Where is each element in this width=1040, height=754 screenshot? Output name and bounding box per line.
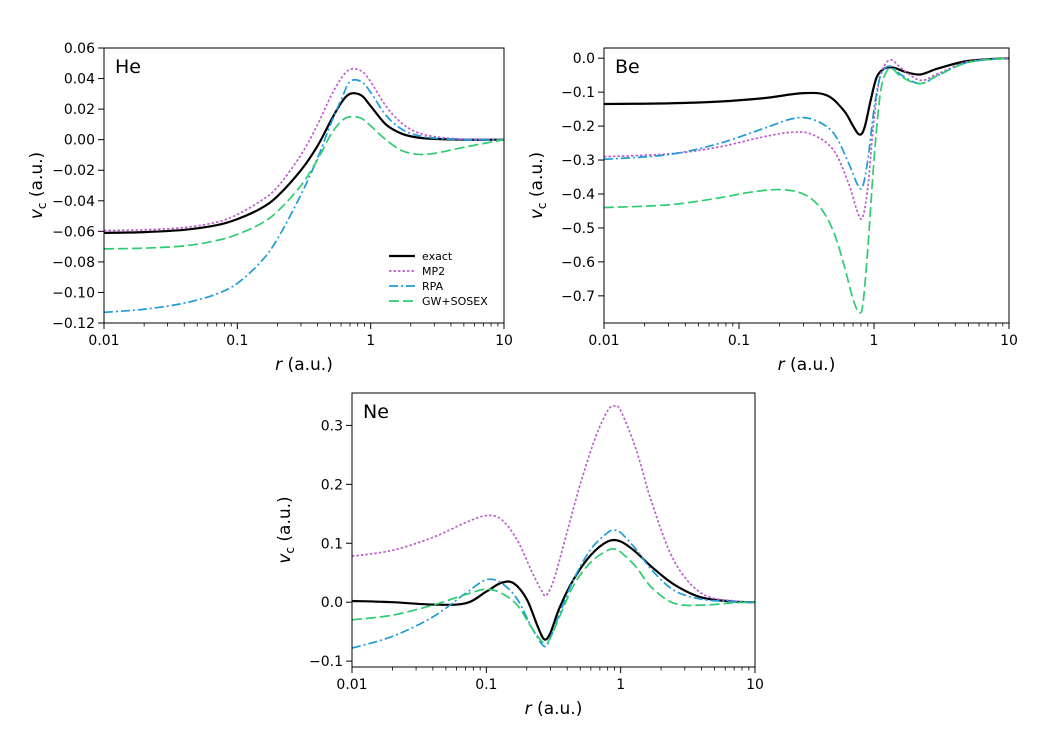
x-tick-label: 0.01 [336,677,367,693]
legend-entry-label: GW+SOSEX [422,295,488,308]
y-tick-label: 0.0 [321,595,343,611]
x-tick-label: 0.01 [88,333,119,349]
series-line-rpa [604,57,1009,190]
y-tick-label: −0.3 [561,153,595,169]
y-tick-label: −0.4 [561,187,595,203]
y-tick-label: −0.04 [52,194,95,210]
y-tick-label: 0.00 [64,133,95,149]
plot-frame [103,47,505,324]
y-tick-label: −0.10 [52,285,95,301]
panel-be: 0.01 0.1 1 10 0.0 −0.1 −0.2 −0.3 −0.4 −0.5 −0.6 −0.… [527,47,1018,375]
y-tick-label: 0.06 [64,41,95,57]
y-tick-label: −0.1 [309,654,343,670]
x-tick-label: 0.1 [728,333,750,349]
plot-frame [603,47,1010,324]
x-axis-label: r (a.u.) [525,699,583,719]
legend-entry-label: MP2 [422,265,445,278]
y-tick-label: 0.0 [573,51,595,67]
x-tick-label: 1 [870,333,879,349]
series-line-gw-sosex [604,57,1009,314]
y-tick-label: 0.04 [64,72,95,88]
x-tick-label: 1 [616,677,625,693]
y-tick-label: −0.7 [561,289,595,305]
y-tick-label: −0.2 [561,119,595,135]
y-tick-label: 0.3 [321,418,343,434]
series-line-rpa [104,78,504,314]
series-line-mp2 [604,57,1009,221]
panel-he: 0.01 0.1 1 10 −0.12 −0.10 −0.08 −0.06 −0.04 −0.02… [27,41,513,375]
series-line-gw-sosex [352,547,755,645]
plot-frame [351,392,756,668]
y-axis-label: vc (a.u.) [275,496,297,563]
panel-label: Be [615,56,640,78]
x-axis-label: r (a.u.) [275,355,333,375]
y-tick-label: 0.02 [64,102,95,118]
y-tick-label: −0.08 [52,255,95,271]
panel-ne: 0.01 0.1 1 10 −0.1 0.0 0.1 0.2 0.3 r (a.u.) vc (a.… [275,392,764,719]
series-line-rpa [352,529,755,649]
series-line-mp2 [104,67,504,232]
panel-label: Ne [363,401,389,423]
series-line-exact [604,57,1009,136]
series-line-mp2 [352,404,755,604]
panel-label: He [115,56,141,78]
x-tick-label: 10 [1000,333,1018,349]
series-group [604,57,1009,314]
y-tick-label: −0.02 [52,163,95,179]
y-tick-label: −0.1 [561,85,595,101]
legend-entry-label: RPA [422,280,444,293]
series-group [352,404,755,649]
y-tick-label: −0.12 [52,316,95,332]
series-line-exact [104,92,504,234]
y-tick-label: −0.6 [561,255,595,271]
x-tick-label: 0.01 [588,333,619,349]
x-axis-label: r (a.u.) [778,355,836,375]
series-line-exact [352,538,755,641]
x-tick-label: 1 [366,333,375,349]
y-axis-label: vc (a.u.) [527,152,549,219]
x-tick-label: 10 [495,333,513,349]
y-tick-label: −0.06 [52,224,95,240]
y-tick-label: 0.2 [321,477,343,493]
y-tick-label: 0.1 [321,536,343,552]
legend-entry-label: exact [422,250,453,263]
x-tick-label: 0.1 [226,333,248,349]
x-tick-label: 10 [746,677,764,693]
y-tick-label: −0.5 [561,221,595,237]
series-line-gw-sosex [104,115,504,250]
legend: exact MP2 RPA GW+SOSEX [389,250,488,308]
y-axis-label: vc (a.u.) [27,152,49,219]
series-group [104,67,504,314]
x-tick-label: 0.1 [475,677,497,693]
